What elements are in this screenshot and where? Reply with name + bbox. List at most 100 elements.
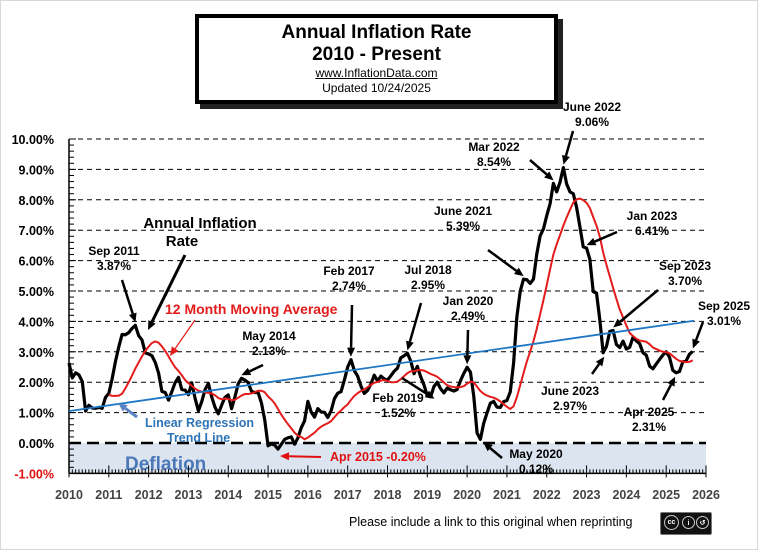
annotation-arrow xyxy=(406,302,423,351)
y-tick-label: 7.00% xyxy=(19,224,54,238)
y-tick-label: 4.00% xyxy=(19,315,54,329)
chart-title: Annual Inflation Rate xyxy=(281,22,472,43)
arrow-head xyxy=(544,171,554,181)
annotation-date: Sep 2023 xyxy=(659,259,711,273)
arrow-shaft xyxy=(487,248,518,272)
x-tick-label: 2023 xyxy=(573,488,601,502)
annotation-arrow xyxy=(118,403,138,419)
x-tick-label: 2010 xyxy=(55,488,83,502)
annotation-date: Sep 2011 xyxy=(88,244,140,258)
x-tick-label: 2026 xyxy=(692,488,720,502)
annotation-arrow xyxy=(241,363,264,376)
source-link[interactable]: www.InflationData.com xyxy=(315,66,438,80)
y-tick-label: 9.00% xyxy=(19,163,54,177)
series xyxy=(67,165,695,451)
annotation-apr-2015: Apr 2015 -0.20% xyxy=(330,450,426,464)
arrow-shaft xyxy=(619,289,659,323)
arrow-head xyxy=(514,267,524,277)
y-tick-label: 8.00% xyxy=(19,194,54,208)
annotation-date: June 2022 xyxy=(563,100,621,114)
annual-inflation-rate-line xyxy=(67,165,694,451)
arrow-head xyxy=(128,312,137,323)
arrow-shaft xyxy=(124,407,138,419)
x-tick-label: 2013 xyxy=(175,488,203,502)
axes: 10.00% 9.00% 8.00% 7.00% 6.00% 5.00% 4.00% 3.00… xyxy=(12,133,720,502)
annotation-value: 2.97% xyxy=(553,399,587,413)
arrow-shaft xyxy=(150,254,187,323)
annotation-value: 6.41% xyxy=(635,224,669,238)
arrow-shaft xyxy=(408,302,423,343)
annotation-value: 9.06% xyxy=(575,115,609,129)
creative-commons-by-sa-icon[interactable]: cc i ↺ xyxy=(660,512,712,535)
legend-label-trend-line: Linear Regression xyxy=(145,416,254,430)
annotation-date: Jul 2018 xyxy=(404,263,452,277)
x-tick-label: 2021 xyxy=(493,488,521,502)
y-tick-label: 1.00% xyxy=(19,407,54,421)
legend-label-annual: Annual Inflation xyxy=(143,215,256,232)
annotation-value: 2.95% xyxy=(411,278,445,292)
annotation-arrow xyxy=(483,442,503,459)
linear-regression-trend-line-line xyxy=(68,319,695,412)
y-tick-label: 0.00% xyxy=(19,437,54,451)
annotation-date: Apr 2025 xyxy=(624,405,675,419)
annotation-arrow xyxy=(562,130,575,165)
arrow-shaft xyxy=(174,319,196,349)
arrow-shaft xyxy=(694,321,705,341)
annotation-value: 5.39% xyxy=(446,219,480,233)
legend-label-annual-2: Rate xyxy=(166,233,199,250)
annotation-value: 8.54% xyxy=(477,155,511,169)
arrow-head xyxy=(483,442,493,452)
reprint-notice: Please include a link to this original w… xyxy=(349,515,633,529)
x-tick-label: 2019 xyxy=(413,488,441,502)
y-tick-label: 2.00% xyxy=(19,376,54,390)
arrow-shaft xyxy=(590,363,601,375)
y-tick-label: 10.00% xyxy=(12,133,54,147)
y-tick-label: 6.00% xyxy=(19,255,54,269)
arrow-head xyxy=(424,390,435,399)
arrow-head xyxy=(170,346,179,356)
annotation-value: 2.74% xyxy=(332,279,366,293)
annotation-date: Jan 2023 xyxy=(627,209,678,223)
updated-date: Updated 10/24/2025 xyxy=(322,81,431,95)
annotation-arrow xyxy=(586,230,618,246)
annotation-arrow xyxy=(280,452,322,461)
x-tick-label: 2024 xyxy=(612,488,640,502)
annotation-value: 3.87% xyxy=(97,259,131,273)
annotation-date: May 2014 xyxy=(242,329,296,343)
annotation-date: Sep 2025 xyxy=(698,299,750,313)
title-box: Annual Inflation Rate 2010 - Present www… xyxy=(195,14,558,104)
annotation-arrow xyxy=(148,254,187,330)
chart-subtitle: 2010 - Present xyxy=(312,44,441,65)
annotation-value: 2.13% xyxy=(252,344,286,358)
arrow-head xyxy=(692,338,700,349)
sa-icon: ↺ xyxy=(696,516,709,529)
annotation-value: 3.01% xyxy=(707,314,741,328)
arrow-head xyxy=(562,154,570,165)
12-month-moving-average-line xyxy=(108,197,694,441)
annotation-arrow xyxy=(613,289,659,328)
annotation-date: June 2021 xyxy=(434,204,492,218)
arrow-head xyxy=(241,367,252,376)
arrow-shaft xyxy=(248,363,264,373)
arrow-head xyxy=(586,237,597,246)
annotation-date: May 2020 xyxy=(509,447,563,461)
annotation-arrow xyxy=(529,159,554,181)
annotation-arrow xyxy=(170,319,196,356)
arrow-head xyxy=(595,356,605,367)
annotation-arrow xyxy=(590,356,605,375)
cc-icon: cc xyxy=(664,515,679,530)
annotation-value: 0.12% xyxy=(519,462,553,476)
x-tick-label: 2016 xyxy=(294,488,322,502)
annotation-arrow xyxy=(692,321,705,349)
annotation-date: Jan 2020 xyxy=(443,294,494,308)
annotation-value: 3.70% xyxy=(668,274,702,288)
arrow-head xyxy=(280,452,290,461)
arrow-head xyxy=(463,355,472,365)
annotation-date: Feb 2019 xyxy=(372,391,424,405)
arrow-shaft xyxy=(489,447,503,459)
arrow-head xyxy=(613,318,623,328)
legend-label-moving-average: 12 Month Moving Average xyxy=(165,301,338,317)
x-tick-label: 2020 xyxy=(453,488,481,502)
